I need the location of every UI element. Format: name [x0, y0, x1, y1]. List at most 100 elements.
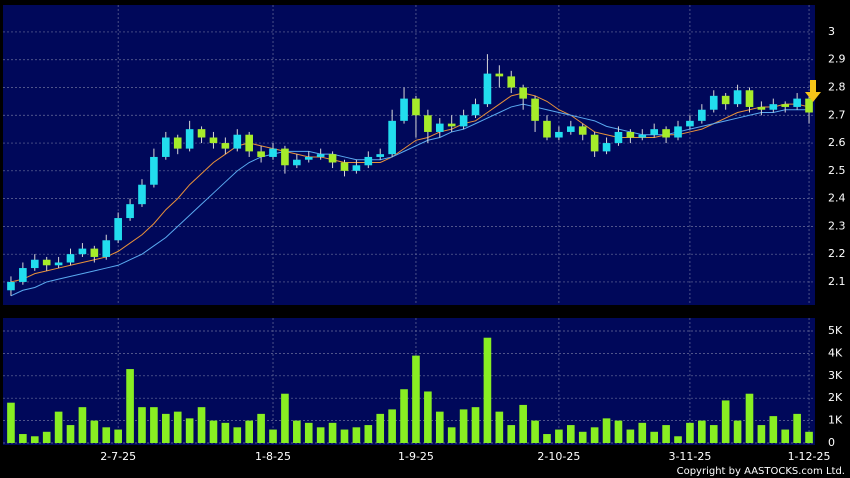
candle-body: [376, 154, 385, 157]
candle-body: [138, 184, 146, 205]
copyright: Copyright by AASTOCKS.com Ltd.: [677, 466, 845, 477]
candle-body: [745, 90, 754, 107]
candle-body: [304, 156, 313, 160]
y-tick-label: 2.3: [828, 219, 846, 232]
candle-body: [90, 248, 99, 257]
candle-body: [161, 137, 170, 157]
volume-bar: [435, 411, 444, 443]
volume-bar: [269, 429, 277, 443]
x-tick-label: 3-11-25: [668, 450, 711, 463]
volume-bar: [733, 420, 742, 443]
y-tick-label: 2K: [828, 391, 843, 404]
volume-bar: [245, 420, 254, 443]
volume-bar: [471, 407, 480, 443]
volume-bar: [150, 407, 158, 443]
volume-bar: [519, 404, 527, 443]
candle-body: [769, 104, 778, 110]
x-tick-label: 2-10-25: [537, 450, 580, 463]
candle-body: [674, 126, 682, 138]
volume-bar: [19, 434, 27, 443]
candle-body: [781, 104, 790, 107]
y-tick-label: 2.1: [828, 275, 846, 288]
candle-body: [78, 248, 87, 255]
candle-body: [495, 73, 504, 77]
candle-body: [459, 115, 468, 127]
candle-body: [233, 134, 242, 149]
volume-bar: [566, 425, 575, 443]
volume-bar: [769, 416, 778, 443]
volume-bar: [281, 393, 289, 443]
candle-body: [185, 129, 194, 149]
candle-body: [102, 240, 111, 257]
candle-body: [257, 151, 265, 157]
volume-bar: [507, 425, 516, 443]
y-tick-label: 2.8: [828, 81, 846, 94]
candle-body: [114, 218, 122, 241]
y-tick-label: 0: [828, 436, 835, 449]
volume-bar: [745, 393, 754, 443]
volume-bar: [555, 429, 563, 443]
y-tick-label: 2.9: [828, 53, 846, 66]
volume-bar: [102, 427, 111, 443]
y-tick-label: 2.4: [828, 192, 846, 205]
volume-bar: [316, 427, 325, 443]
candle-body: [447, 123, 456, 127]
candle-body: [626, 131, 635, 138]
candle-body: [30, 259, 39, 269]
y-tick-label: 1K: [828, 414, 843, 427]
candle-body: [555, 131, 563, 138]
volume-bar: [626, 429, 635, 443]
candle-body: [245, 134, 254, 152]
volume-bar: [781, 429, 790, 443]
candle-body: [531, 98, 539, 121]
candle-body: [566, 126, 575, 132]
volume-bar: [447, 427, 456, 443]
y-tick-label: 3K: [828, 369, 843, 382]
volume-bar: [805, 431, 813, 443]
candle-body: [757, 106, 766, 110]
candle-body: [388, 120, 396, 155]
volume-bar: [90, 420, 99, 443]
volume-bar: [66, 425, 75, 443]
volume-bar: [293, 420, 301, 443]
candle-body: [197, 129, 206, 138]
volume-bar: [197, 407, 206, 443]
candle-body: [352, 165, 361, 171]
candle-body: [221, 143, 230, 149]
plot-layer: 2.1 2.2 2.3 2.4 2.5 2.6 2.7 2.8 2.9 3 0 1K 2K 3K 4K 5K 2…: [3, 5, 846, 463]
volume-bar: [721, 400, 730, 443]
volume-bar: [340, 429, 349, 443]
volume-bar: [674, 436, 682, 443]
y-tick-label: 2.6: [828, 136, 846, 149]
candle-body: [519, 87, 527, 99]
volume-bar: [400, 389, 408, 443]
volume-bar: [662, 425, 670, 443]
candle-body: [805, 98, 813, 113]
candle-body: [602, 143, 611, 152]
volume-bar: [328, 422, 337, 443]
volume-bar: [388, 409, 396, 443]
y-tick-label: 2.2: [828, 247, 846, 260]
volume-bar: [614, 420, 623, 443]
candle-body: [400, 98, 408, 121]
candle-body: [364, 156, 373, 166]
candle-body: [126, 204, 134, 219]
volume-bar: [42, 431, 51, 443]
volume-bar: [257, 413, 265, 443]
candle-body: [483, 73, 492, 105]
y-tick-label: 3: [828, 25, 835, 38]
candle-body: [173, 137, 182, 149]
marker-arrow: [805, 80, 821, 102]
volume-bar: [578, 431, 587, 443]
volume-bar: [364, 425, 373, 443]
volume-bar: [221, 422, 230, 443]
candle-body: [66, 254, 75, 263]
volume-bar: [114, 429, 122, 443]
y-tick-label: 5K: [828, 324, 843, 337]
volume-bar: [459, 409, 468, 443]
candle-body: [650, 129, 659, 135]
volume-bar: [709, 425, 718, 443]
volume-bar: [531, 420, 539, 443]
